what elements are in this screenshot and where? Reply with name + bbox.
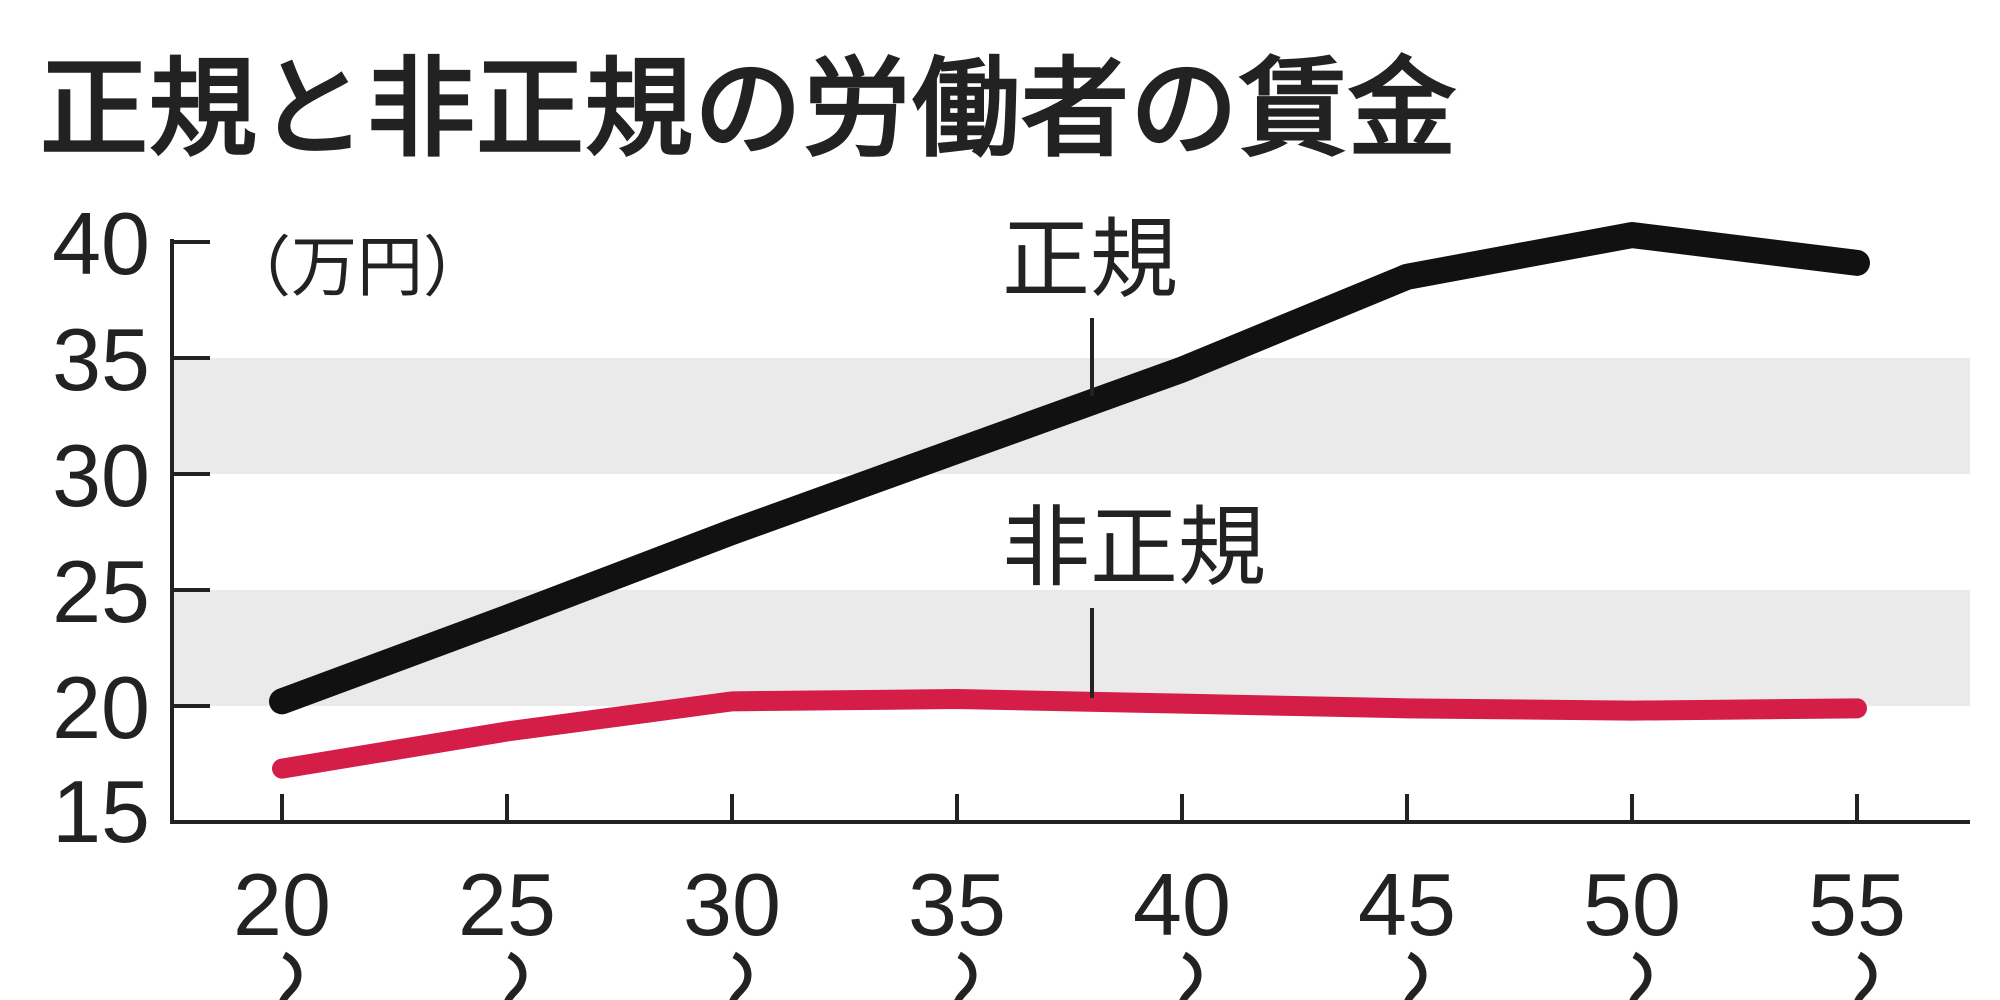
y-unit-label: （万円）	[225, 229, 489, 306]
shaded-band-0	[172, 590, 1970, 706]
series-label-nonregular: 非正規	[1002, 496, 1266, 599]
x-tick-label-20: 20	[233, 855, 331, 954]
x-tick-label-55: 55	[1808, 855, 1906, 954]
x-tick-label-35: 35	[908, 855, 1006, 954]
series-line-0	[269, 222, 1870, 715]
series-label-regular: 正規	[1002, 208, 1178, 311]
x-range-mark-25: 〜	[462, 948, 561, 1000]
x-tick-label-40: 40	[1133, 855, 1231, 954]
y-tick-label-40: 40	[52, 194, 150, 293]
series-line-1	[272, 689, 1867, 779]
x-range-mark-40: 〜	[1137, 948, 1236, 1000]
x-tick-label-45: 45	[1358, 855, 1456, 954]
x-range-mark-20: 〜	[237, 948, 336, 1000]
shaded-bands	[172, 358, 1970, 706]
x-tick-label-30: 30	[683, 855, 781, 954]
y-tick-label-30: 30	[52, 426, 150, 525]
x-range-mark-55: 〜	[1812, 948, 1911, 1000]
y-tick-label-35: 35	[52, 310, 150, 409]
x-range-mark-30: 〜	[687, 948, 786, 1000]
x-range-mark-50: 〜	[1587, 948, 1686, 1000]
y-tick-label-20: 20	[52, 658, 150, 757]
x-range-mark-45: 〜	[1362, 948, 1461, 1000]
y-tick-label-25: 25	[52, 542, 150, 641]
y-tick-label-15: 15	[52, 762, 150, 861]
x-range-mark-35: 〜	[912, 948, 1011, 1000]
x-tick-label-50: 50	[1583, 855, 1681, 954]
chart-title: 正規と非正規の労働者の賃金	[40, 47, 1458, 172]
series-lines	[269, 222, 1870, 779]
x-tick-label-25: 25	[458, 855, 556, 954]
